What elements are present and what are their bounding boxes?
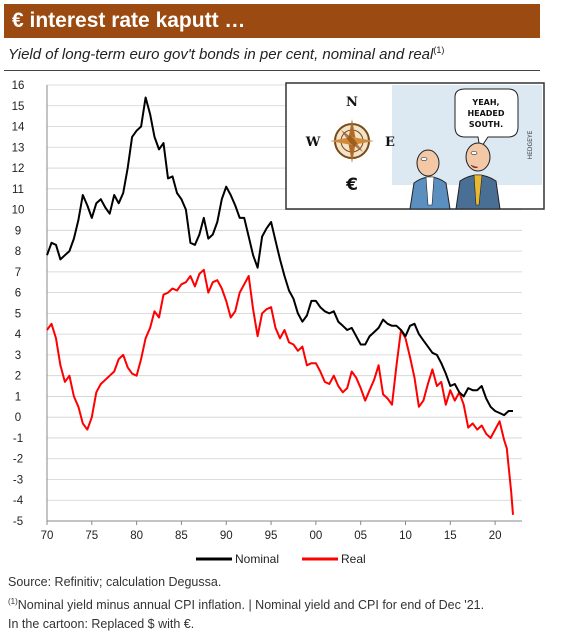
y-tick-label: 0 bbox=[15, 412, 21, 424]
compass-west: W bbox=[305, 135, 321, 150]
x-tick-label: 90 bbox=[220, 530, 233, 542]
compass-east: E bbox=[385, 135, 395, 150]
y-tick-label: 4 bbox=[15, 329, 22, 341]
y-tick-label: 7 bbox=[15, 267, 21, 279]
x-tick-label: 75 bbox=[85, 530, 98, 542]
y-tick-label: 11 bbox=[12, 184, 24, 196]
y-tick-label: 5 bbox=[15, 308, 21, 320]
x-tick-label: 80 bbox=[130, 530, 143, 542]
y-tick-label: -5 bbox=[13, 516, 23, 528]
legend: Nominal Real bbox=[196, 552, 366, 566]
y-tick-label: 10 bbox=[12, 205, 25, 217]
legend-label-real: Real bbox=[341, 552, 366, 566]
series-line-real bbox=[46, 268, 514, 515]
chart-subtitle: Yield of long-term euro gov't bonds in p… bbox=[8, 45, 444, 63]
compass-icon bbox=[330, 119, 374, 163]
x-tick-label: 00 bbox=[309, 530, 322, 542]
y-tick-label: -2 bbox=[13, 454, 23, 466]
footnote: (1)Nominal yield minus annual CPI inflat… bbox=[8, 592, 484, 615]
y-tick-label: 16 bbox=[12, 80, 25, 92]
speech-line-3: SOUTH. bbox=[469, 120, 503, 129]
y-tick-label: 3 bbox=[15, 350, 21, 362]
chart-notes: Source: Refinitiv; calculation Degussa. … bbox=[8, 573, 484, 634]
subtitle-divider bbox=[4, 70, 540, 71]
y-tick-label: 6 bbox=[15, 288, 21, 300]
compass-north: N bbox=[346, 95, 358, 110]
y-tick-label: 2 bbox=[15, 371, 21, 383]
cartoon-inset: N E W € YEAH, HEADED SOUTH. HEDGEYE bbox=[285, 82, 545, 210]
chart-title-bar: € interest rate kaputt … bbox=[4, 4, 540, 38]
chart-title: € interest rate kaputt … bbox=[12, 9, 246, 32]
cartoon-note: In the cartoon: Replaced $ with €. bbox=[8, 617, 195, 632]
y-tick-label: -3 bbox=[13, 474, 23, 486]
speech-bubble bbox=[454, 88, 519, 151]
footnote-mark: (1) bbox=[8, 597, 18, 606]
y-tick-label: 14 bbox=[12, 122, 25, 134]
speech-line-2: HEADED bbox=[467, 109, 504, 118]
x-tick-label: 05 bbox=[354, 530, 367, 542]
series-layer bbox=[46, 96, 514, 515]
subtitle-text: Yield of long-term euro gov't bonds in p… bbox=[8, 46, 434, 63]
source-note: Source: Refinitiv; calculation Degussa. bbox=[8, 575, 222, 589]
x-tick-label: 70 bbox=[41, 530, 54, 542]
x-tick-label: 10 bbox=[399, 530, 412, 542]
y-tick-label: -4 bbox=[13, 495, 24, 507]
y-tick-label: 15 bbox=[12, 101, 25, 113]
footnote-text: Nominal yield minus annual CPI inflation… bbox=[17, 598, 485, 613]
y-tick-label: 9 bbox=[15, 225, 21, 237]
y-tick-label: 12 bbox=[12, 163, 25, 175]
subtitle-footnote-mark: (1) bbox=[433, 45, 445, 55]
cartoon-man-left bbox=[409, 149, 451, 210]
x-tick-label: 15 bbox=[444, 530, 457, 542]
x-tick-label: 95 bbox=[265, 530, 278, 542]
cartoon-signature: HEDGEYE bbox=[527, 130, 534, 159]
y-tick-label: 1 bbox=[15, 391, 21, 403]
series-line-nominal bbox=[46, 96, 513, 417]
y-tick-label: 13 bbox=[12, 142, 25, 154]
x-tick-labels: 70 75 80 85 90 95 00 05 10 15 20 bbox=[41, 521, 502, 542]
x-tick-label: 20 bbox=[489, 530, 502, 542]
speech-line-1: YEAH, bbox=[471, 98, 499, 107]
legend-label-nominal: Nominal bbox=[235, 552, 279, 566]
cartoon-man-right bbox=[455, 142, 501, 210]
x-tick-label: 85 bbox=[175, 530, 188, 542]
y-tick-label: -1 bbox=[13, 433, 23, 445]
y-tick-label: 8 bbox=[15, 246, 21, 258]
compass-euro: € bbox=[345, 175, 358, 195]
